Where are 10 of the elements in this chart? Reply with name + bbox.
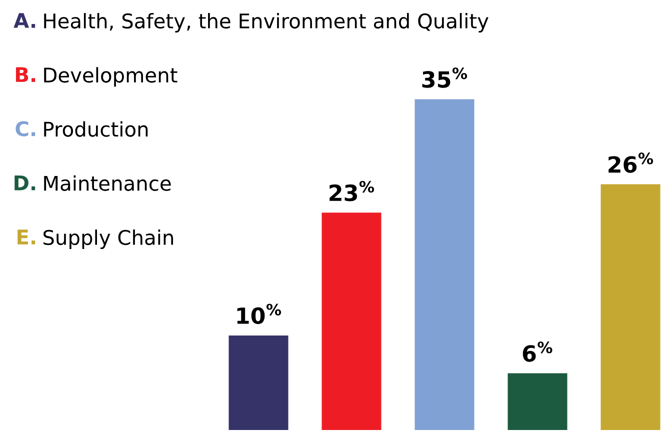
text: C. Production: [16, 121, 148, 137]
text: D. Maintenance: [14, 175, 171, 191]
data-label: 26$^{%}$: [608, 152, 654, 173]
data-label: 23$^{%}$: [330, 180, 374, 202]
data-label: 10$^{%}$: [237, 304, 282, 324]
data-label: 6$^{%}$: [522, 342, 552, 362]
text: A. Health, Safety, the Environment and Quality: [14, 12, 488, 32]
text: E. Supply Chain: [18, 230, 174, 249]
data-label: 35$^{%}$: [422, 67, 468, 88]
text: B. Development: [16, 67, 178, 87]
